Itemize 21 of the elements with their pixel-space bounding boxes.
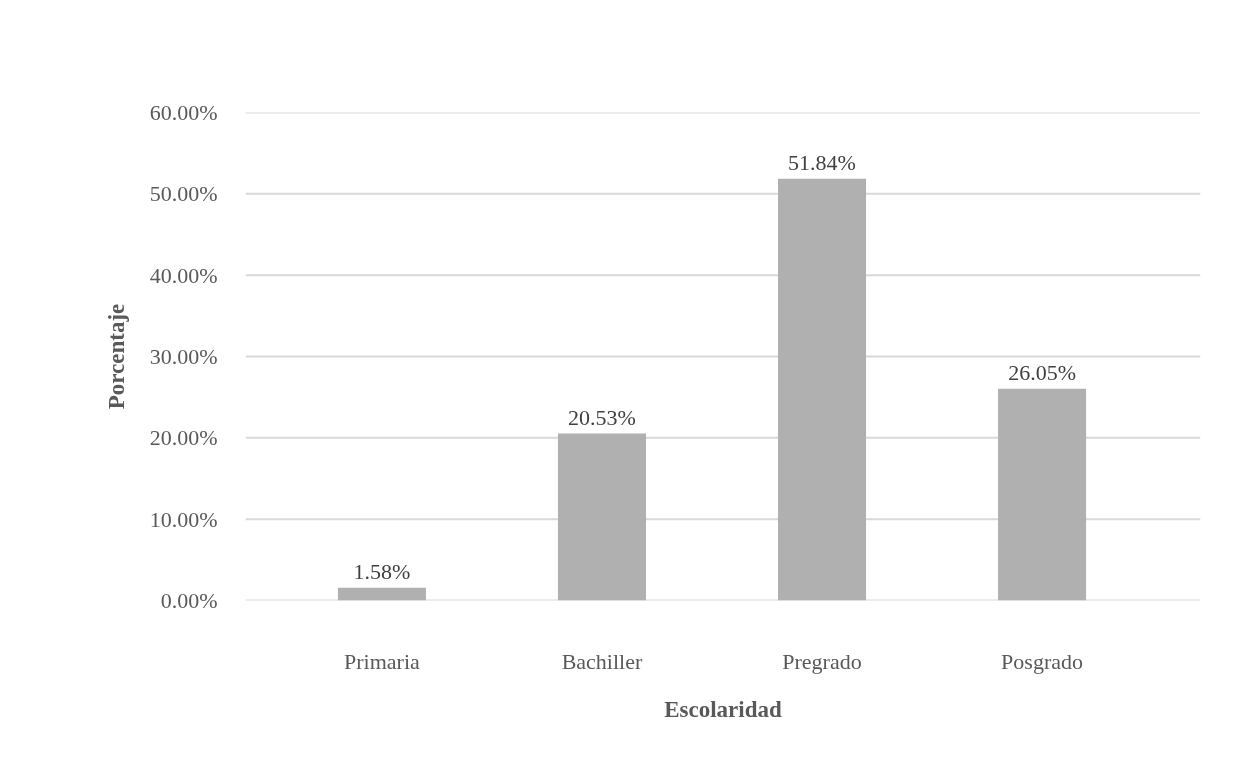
bar xyxy=(557,433,646,601)
y-axis-title: Porcentaje xyxy=(103,303,129,410)
bar xyxy=(337,587,426,601)
x-axis-title: Escolaridad xyxy=(664,696,782,722)
bar xyxy=(778,178,867,601)
y-tick-label: 20.00% xyxy=(149,425,218,451)
data-label: 51.84% xyxy=(788,149,856,175)
y-tick-label: 0.00% xyxy=(160,588,218,613)
x-tick-label: Bachiller xyxy=(561,648,643,674)
x-tick-label: Posgrado xyxy=(1001,648,1084,674)
y-tick-label: 10.00% xyxy=(149,506,218,532)
data-label: 26.05% xyxy=(1008,359,1076,385)
bar xyxy=(998,388,1087,601)
data-label: 20.53% xyxy=(568,404,636,430)
y-tick-label: 30.00% xyxy=(149,344,218,369)
data-label: 1.58% xyxy=(353,558,411,584)
y-tick-label: 40.00% xyxy=(149,262,218,288)
x-tick-label: Primaria xyxy=(344,648,421,674)
y-tick-label: 60.00% xyxy=(149,100,218,125)
x-tick-label: Pregrado xyxy=(782,648,862,674)
y-tick-label: 50.00% xyxy=(149,181,218,207)
